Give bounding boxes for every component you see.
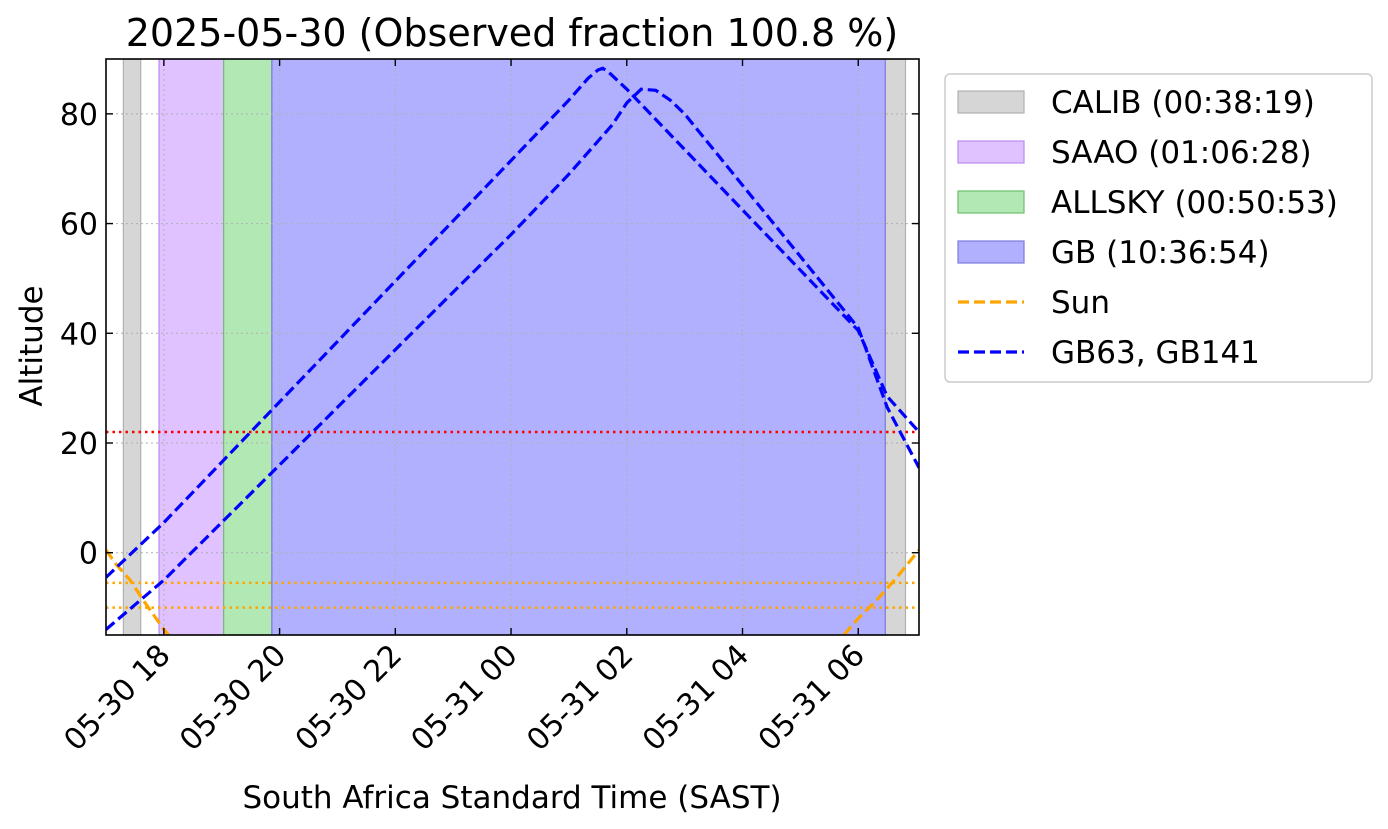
y-tick-label: 0: [79, 537, 98, 572]
legend-label: CALIB (00:38:19): [1051, 85, 1315, 121]
legend-label: GB63, GB141: [1051, 335, 1260, 371]
legend-swatch: [957, 240, 1025, 264]
x-tick-label: 05-31 04: [636, 638, 756, 758]
legend-swatch: [957, 90, 1025, 114]
legend: CALIB (00:38:19) SAAO (01:06:28) ALLSKY (0…: [944, 73, 1373, 383]
x-tick-label: 05-31 02: [520, 638, 640, 758]
legend-label: Sun: [1051, 285, 1110, 321]
series-line-sun: [106, 549, 170, 635]
span-saao: [158, 59, 225, 635]
legend-swatch: [957, 140, 1025, 164]
y-tick-label: 60: [60, 208, 98, 243]
legend-label: SAAO (01:06:28): [1051, 135, 1312, 171]
chart-title: 2025-05-30 (Observed fraction 100.8 %): [126, 11, 899, 55]
reference-lines: [106, 430, 919, 609]
x-axis-label: South Africa Standard Time (SAST): [242, 780, 781, 816]
axes-frame: [105, 58, 920, 636]
y-tick-label: 80: [60, 98, 98, 133]
x-tick-label: 05-31 06: [752, 638, 872, 758]
legend-label: ALLSKY (00:50:53): [1051, 185, 1338, 221]
x-tick-label: 05-30 20: [173, 638, 293, 758]
y-axis-label: Altitude: [14, 285, 50, 406]
x-tick-label: 05-30 22: [289, 638, 409, 758]
series-line-gb63: [106, 66, 919, 579]
x-tick-label: 05-31 00: [405, 638, 525, 758]
grid: [106, 59, 919, 635]
span-allsky: [223, 59, 273, 635]
y-tick-label: 20: [60, 427, 98, 462]
series-line-gb63: [106, 87, 919, 631]
series-curves: [106, 66, 919, 635]
series-line-sun: [842, 548, 919, 635]
legend-label: GB (10:36:54): [1051, 235, 1270, 271]
span-calib: [884, 59, 907, 635]
x-tick-label: 05-30 18: [57, 638, 177, 758]
legend-swatch: [957, 190, 1025, 214]
span-calib: [122, 59, 142, 635]
span-gb: [271, 59, 886, 635]
y-axis-ticks: 0 20 40 60 80: [60, 98, 919, 572]
observation-spans: [122, 59, 907, 635]
legend-box: [944, 73, 1373, 383]
y-tick-label: 40: [60, 317, 98, 352]
